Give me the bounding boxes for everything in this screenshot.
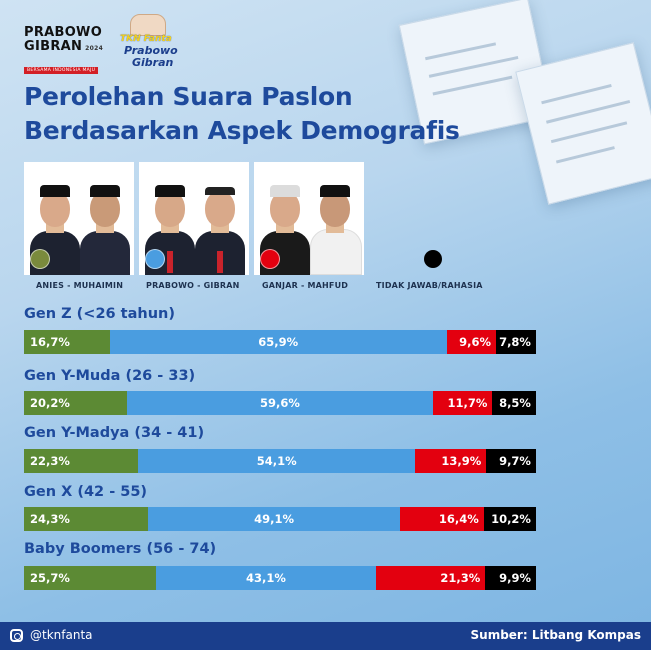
category-label: Baby Boomers (56 - 74) — [24, 541, 217, 557]
category-label: Gen X (42 - 55) — [24, 484, 148, 500]
segment-tidak-jawab: 9,7% — [486, 449, 536, 473]
segment-ganjar-mahfud: 11,7% — [432, 391, 493, 415]
stacked-bar: 16,7% 65,9% 9,6% 7,8% — [24, 330, 536, 354]
chart-title-line1: Perolehan Suara Paslon — [24, 82, 353, 111]
stacked-bar: 25,7% 43,1% 21,3% 9,9% — [24, 566, 536, 590]
social-handle-link[interactable]: @tknfanta — [30, 628, 93, 642]
candidate-photo-prabowo-gibran — [139, 162, 249, 275]
prabowo-gibran-logo: PRABOWO GIBRAN 2024 BERSAMA INDONESIA MAJ… — [24, 25, 104, 74]
background-ballot-paper — [515, 42, 651, 205]
legend-dot-tidak-jawab — [424, 250, 442, 268]
segment-tidak-jawab: 8,5% — [492, 391, 536, 415]
segment-anies-muhaimin: 25,7% — [24, 566, 156, 590]
stacked-bar: 20,2% 59,6% 11,7% 8,5% — [24, 391, 536, 415]
source-credit: Sumber: Litbang Kompas — [470, 628, 641, 642]
chart-title-line2: Berdasarkan Aspek Demografis — [24, 116, 460, 145]
tkn-fanta-logo: TKN Fanta Prabowo Gibran — [118, 14, 178, 74]
segment-anies-muhaimin: 22,3% — [24, 449, 139, 473]
category-label: Gen Y-Muda (26 - 33) — [24, 368, 196, 384]
candidate-photo-anies-muhaimin — [24, 162, 134, 275]
candidate-label-prabowo-gibran: PRABOWO - GIBRAN — [146, 281, 240, 290]
segment-anies-muhaimin: 20,2% — [24, 391, 128, 415]
segment-prabowo-gibran: 49,1% — [148, 507, 400, 531]
segment-anies-muhaimin: 16,7% — [24, 330, 110, 354]
legend-dot-ganjar — [260, 249, 280, 269]
segment-ganjar-mahfud: 21,3% — [376, 566, 486, 590]
segment-tidak-jawab: 9,9% — [485, 566, 536, 590]
candidate-label-tidak-jawab: TIDAK JAWAB/RAHASIA — [376, 281, 483, 290]
category-label: Gen Y-Madya (34 - 41) — [24, 425, 205, 441]
candidate-photo-ganjar-mahfud — [254, 162, 364, 275]
candidate-label-anies-muhaimin: ANIES - MUHAIMIN — [36, 281, 124, 290]
segment-prabowo-gibran: 59,6% — [127, 391, 433, 415]
segment-tidak-jawab: 7,8% — [496, 330, 536, 354]
segment-prabowo-gibran: 54,1% — [138, 449, 416, 473]
instagram-icon[interactable] — [10, 629, 23, 642]
legend-dot-prabowo — [145, 249, 165, 269]
segment-anies-muhaimin: 24,3% — [24, 507, 149, 531]
segment-ganjar-mahfud: 16,4% — [399, 507, 484, 531]
stacked-bar: 22,3% 54,1% 13,9% 9,7% — [24, 449, 536, 473]
stacked-bar: 24,3% 49,1% 16,4% 10,2% — [24, 507, 536, 531]
segment-tidak-jawab: 10,2% — [483, 507, 536, 531]
candidate-label-ganjar-mahfud: GANJAR - MAHFUD — [262, 281, 349, 290]
segment-ganjar-mahfud: 9,6% — [446, 330, 497, 354]
segment-prabowo-gibran: 65,9% — [109, 330, 447, 354]
category-label: Gen Z (<26 tahun) — [24, 306, 175, 322]
legend-dot-anies — [30, 249, 50, 269]
segment-ganjar-mahfud: 13,9% — [415, 449, 487, 473]
segment-prabowo-gibran: 43,1% — [155, 566, 377, 590]
footer-bar: @tknfanta Sumber: Litbang Kompas — [0, 622, 651, 650]
